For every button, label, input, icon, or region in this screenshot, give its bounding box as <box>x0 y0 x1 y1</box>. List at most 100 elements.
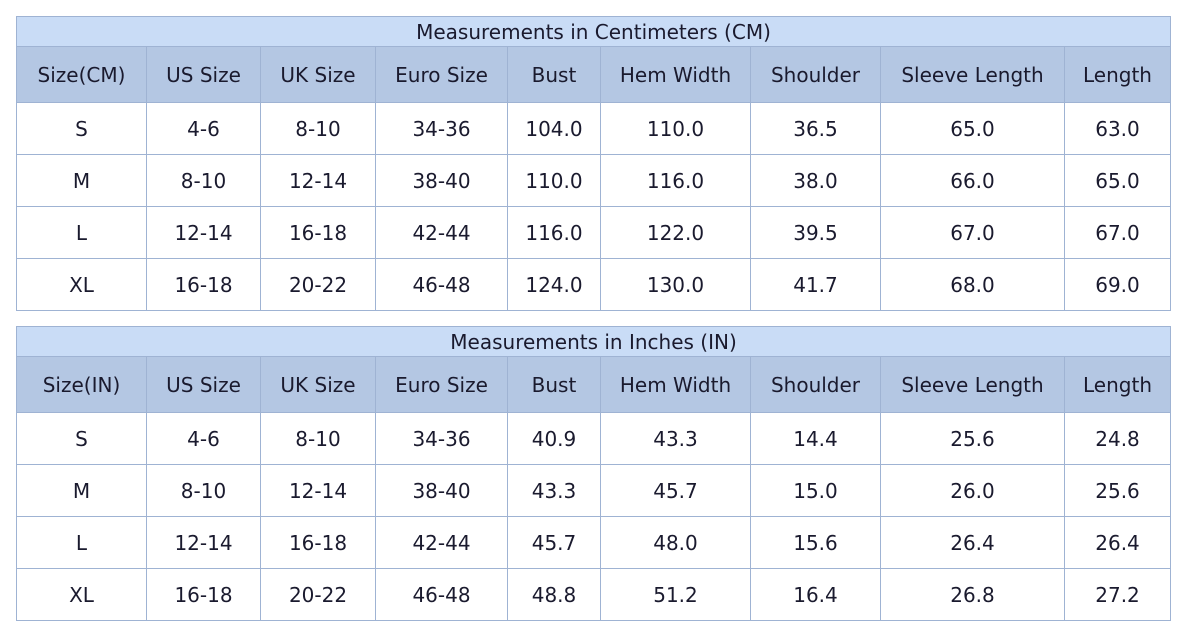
table-cell: 16-18 <box>146 568 261 621</box>
table-cell: 40.9 <box>507 412 601 465</box>
table-cell: 63.0 <box>1064 102 1171 155</box>
table-cell: 8-10 <box>260 412 376 465</box>
column-header: US Size <box>146 356 261 413</box>
column-header: Sleeve Length <box>880 356 1065 413</box>
table-cell: 24.8 <box>1063 412 1172 465</box>
column-header: Hem Width <box>600 46 751 103</box>
table-cell: 116.0 <box>600 154 751 207</box>
size-table-cm: Measurements in Centimeters (CM) Size(CM)… <box>16 16 1171 311</box>
column-header: UK Size <box>260 46 376 103</box>
table-cell: 16.4 <box>750 568 881 621</box>
table-cell: 26.8 <box>880 568 1065 621</box>
table-row: S 4-6 8-10 34-36 104.0 110.0 36.5 65.0 63.0 <box>16 102 1171 155</box>
table-cell: 43.3 <box>507 464 601 517</box>
table-cell: 36.5 <box>750 102 881 155</box>
column-header: Length <box>1063 356 1172 413</box>
table-cell: 15.6 <box>750 516 881 569</box>
table-cell: 110.0 <box>600 102 751 155</box>
table-cell: 41.7 <box>750 258 881 311</box>
column-header: Bust <box>507 356 601 413</box>
table-cell: 38-40 <box>375 154 508 207</box>
table-cell: 8-10 <box>146 464 261 517</box>
table-cell: 66.0 <box>880 154 1065 207</box>
table-cell: 45.7 <box>600 464 751 517</box>
table-cell: 26.0 <box>880 464 1065 517</box>
table-title: Measurements in Centimeters (CM) <box>16 16 1171 47</box>
table-cell: 65.0 <box>1064 154 1171 207</box>
table-cell: 116.0 <box>507 206 601 259</box>
table-cell: M <box>16 154 147 207</box>
column-header: Shoulder <box>750 356 881 413</box>
table-cell: 27.2 <box>1063 568 1172 621</box>
table-cell: 16-18 <box>260 206 376 259</box>
table-cell: 34-36 <box>375 412 508 465</box>
table-cell: 67.0 <box>1064 206 1171 259</box>
column-header: Shoulder <box>750 46 881 103</box>
table-cell: 124.0 <box>507 258 601 311</box>
table-cell: 4-6 <box>146 102 261 155</box>
table-row: XL 16-18 20-22 46-48 124.0 130.0 41.7 68.0 69.0 <box>16 258 1171 311</box>
table-row: S 4-6 8-10 34-36 40.9 43.3 14.4 25.6 24.8 <box>16 412 1172 465</box>
table-row: L 12-14 16-18 42-44 116.0 122.0 39.5 67.0 67.0 <box>16 206 1171 259</box>
column-header: Length <box>1064 46 1171 103</box>
table-cell: 46-48 <box>375 568 508 621</box>
table-cell: 25.6 <box>880 412 1065 465</box>
table-cell: 46-48 <box>375 258 508 311</box>
table-cell: M <box>16 464 147 517</box>
table-cell: XL <box>16 258 147 311</box>
column-header: UK Size <box>260 356 376 413</box>
table-cell: L <box>16 206 147 259</box>
table-cell: 26.4 <box>880 516 1065 569</box>
table-cell: 48.0 <box>600 516 751 569</box>
column-header: Size(CM) <box>16 46 147 103</box>
column-header: Euro Size <box>375 356 508 413</box>
table-cell: 48.8 <box>507 568 601 621</box>
column-header: Sleeve Length <box>880 46 1065 103</box>
column-header: Euro Size <box>375 46 508 103</box>
column-header: Size(IN) <box>16 356 147 413</box>
table-cell: 20-22 <box>260 258 376 311</box>
size-table-inches: Measurements in Inches (IN) Size(IN) US Si… <box>15 326 1172 621</box>
column-header: US Size <box>146 46 261 103</box>
table-cell: 25.6 <box>1063 464 1172 517</box>
table-cell: 12-14 <box>146 516 261 569</box>
column-header: Bust <box>507 46 601 103</box>
table-cell: 38-40 <box>375 464 508 517</box>
table-cell: 39.5 <box>750 206 881 259</box>
table-cell: 122.0 <box>600 206 751 259</box>
table-cell: 69.0 <box>1064 258 1171 311</box>
table-cell: 34-36 <box>375 102 508 155</box>
table-cell: 12-14 <box>260 154 376 207</box>
table-title: Measurements in Inches (IN) <box>15 326 1172 357</box>
table-row: M 8-10 12-14 38-40 110.0 116.0 38.0 66.0 65.0 <box>16 154 1171 207</box>
table-cell: L <box>16 516 147 569</box>
table-cell: 67.0 <box>880 206 1065 259</box>
table-row: XL 16-18 20-22 46-48 48.8 51.2 16.4 26.8 27.2 <box>16 568 1172 621</box>
table-cell: 16-18 <box>260 516 376 569</box>
table-cell: 110.0 <box>507 154 601 207</box>
table-cell: 130.0 <box>600 258 751 311</box>
table-cell: 104.0 <box>507 102 601 155</box>
table-cell: 4-6 <box>146 412 261 465</box>
table-cell: 16-18 <box>146 258 261 311</box>
table-cell: 20-22 <box>260 568 376 621</box>
table-cell: 12-14 <box>260 464 376 517</box>
table-cell: 8-10 <box>146 154 261 207</box>
table-cell: 12-14 <box>146 206 261 259</box>
table-cell: S <box>16 412 147 465</box>
table-row: M 8-10 12-14 38-40 43.3 45.7 15.0 26.0 25.6 <box>16 464 1172 517</box>
column-header: Hem Width <box>600 356 751 413</box>
table-cell: 38.0 <box>750 154 881 207</box>
table-cell: 14.4 <box>750 412 881 465</box>
table-cell: 65.0 <box>880 102 1065 155</box>
table-cell: S <box>16 102 147 155</box>
table-cell: 8-10 <box>260 102 376 155</box>
table-cell: 15.0 <box>750 464 881 517</box>
table-cell: XL <box>16 568 147 621</box>
table-cell: 42-44 <box>375 516 508 569</box>
table-cell: 43.3 <box>600 412 751 465</box>
table-cell: 51.2 <box>600 568 751 621</box>
table-cell: 68.0 <box>880 258 1065 311</box>
table-cell: 45.7 <box>507 516 601 569</box>
table-cell: 26.4 <box>1063 516 1172 569</box>
